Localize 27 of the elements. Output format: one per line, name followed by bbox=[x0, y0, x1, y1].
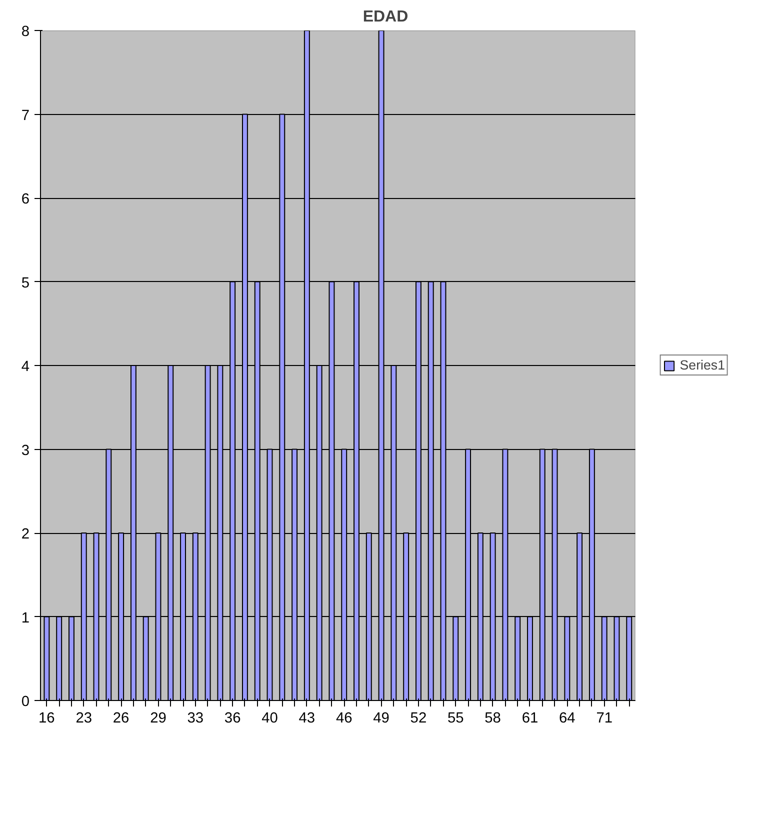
x-tick-label: 40 bbox=[262, 710, 278, 726]
x-tick-label: 58 bbox=[484, 710, 501, 726]
x-tick-label: 33 bbox=[187, 710, 204, 726]
x-tick-label: 23 bbox=[76, 710, 92, 726]
y-tick-label: 5 bbox=[21, 275, 30, 292]
x-tick-label: 49 bbox=[373, 710, 390, 726]
y-tick-label: 4 bbox=[21, 359, 30, 375]
y-tick-label: 8 bbox=[21, 24, 30, 40]
x-tick-label: 46 bbox=[336, 710, 352, 726]
x-tick-label: 64 bbox=[559, 710, 576, 726]
y-tick-label: 1 bbox=[21, 610, 30, 626]
legend-label: Series1 bbox=[680, 358, 725, 372]
x-tick-label: 26 bbox=[112, 710, 130, 726]
y-tick-label: 6 bbox=[21, 192, 30, 208]
y-tick-label: 3 bbox=[21, 442, 30, 459]
chart-title: EDAD bbox=[362, 8, 408, 26]
x-tick-label: 71 bbox=[596, 710, 613, 726]
x-tick-label: 43 bbox=[298, 710, 316, 726]
x-tick-label: 61 bbox=[522, 710, 538, 726]
y-tick-label: 7 bbox=[21, 108, 30, 124]
x-tick-label: 55 bbox=[447, 710, 464, 726]
y-tick-label: 2 bbox=[21, 526, 30, 542]
x-tick-label: 52 bbox=[410, 710, 427, 726]
x-tick-label: 29 bbox=[150, 710, 166, 726]
x-tick-label: 36 bbox=[224, 710, 241, 726]
x-tick-label: 16 bbox=[38, 710, 55, 726]
y-tick-label: 0 bbox=[21, 694, 30, 710]
